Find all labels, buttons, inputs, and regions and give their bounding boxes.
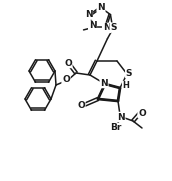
Text: O: O	[64, 58, 72, 68]
Text: O: O	[62, 75, 70, 85]
Text: Br: Br	[110, 123, 122, 132]
Text: S: S	[110, 23, 117, 32]
Text: O: O	[77, 100, 85, 110]
Text: H: H	[123, 81, 130, 90]
Text: N: N	[85, 10, 92, 19]
Text: N: N	[103, 23, 110, 32]
Text: N: N	[117, 113, 125, 121]
Text: N: N	[100, 79, 108, 87]
Text: S: S	[126, 68, 132, 77]
Text: N: N	[97, 3, 105, 12]
Text: O: O	[138, 108, 146, 117]
Text: N: N	[89, 21, 96, 30]
